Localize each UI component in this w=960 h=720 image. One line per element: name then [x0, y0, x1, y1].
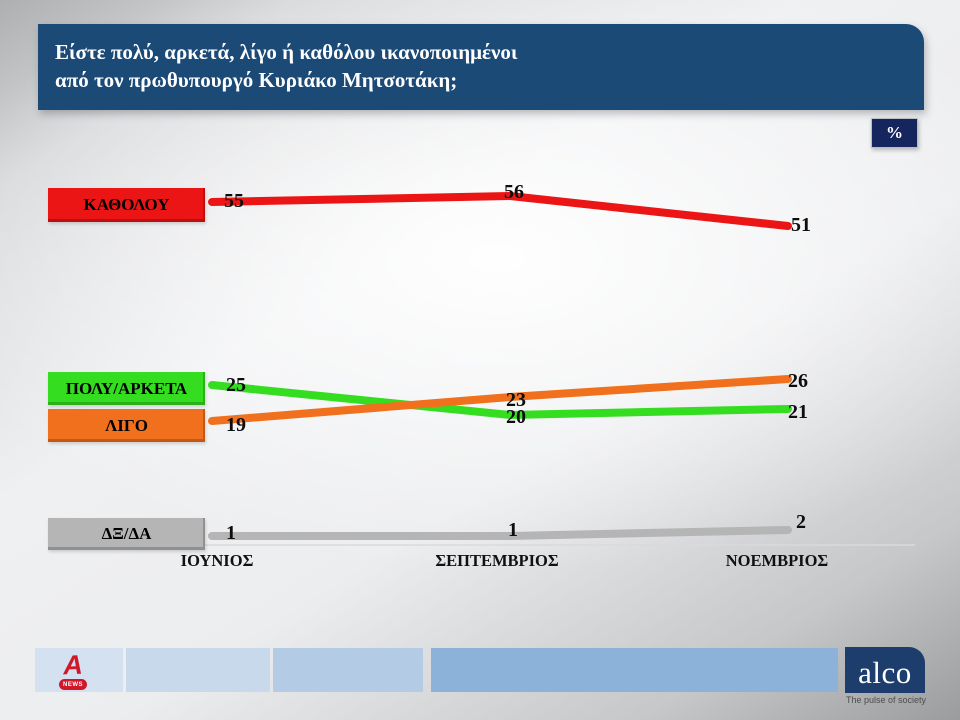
question-title-line1: Είστε πολύ, αρκετά, λίγο ή καθόλου ικανο…: [55, 40, 518, 64]
month-label-november: ΝΟΕΜΒΡΙΟΣ: [725, 551, 829, 570]
value-label: 1: [226, 522, 236, 544]
series-line-2: [208, 375, 792, 425]
series-label-ligo: ΛΙΓΟ: [48, 409, 205, 442]
value-label: 56: [504, 181, 524, 203]
series-line-0: [208, 192, 792, 230]
value-label: 26: [788, 370, 808, 392]
value-label: 2: [796, 511, 806, 533]
value-label: 21: [788, 401, 808, 423]
footer-bar-segment: [126, 648, 270, 692]
series-line-3: [208, 526, 792, 540]
question-title-bar: Είστε πολύ, αρκετά, λίγο ή καθόλου ικανο…: [38, 24, 924, 110]
footer-bar-segment: [273, 648, 423, 692]
alco-tagline: The pulse of society: [845, 695, 927, 705]
value-label: 25: [226, 374, 246, 396]
footer-bar-segment: [431, 648, 838, 692]
series-label-poly-arketa: ΠΟΛΥ/ΑΡΚΕΤΑ: [48, 372, 205, 405]
value-label: 51: [791, 214, 811, 236]
value-label: 55: [224, 190, 244, 212]
series-line-1: [208, 381, 792, 419]
month-label-june: ΙΟΥΝΙΟΣ: [180, 551, 254, 570]
series-label-dx-da: ΔΞ/ΔΑ: [48, 518, 205, 550]
percent-unit-badge: %: [871, 118, 918, 148]
alpha-news-badge: NEWS: [59, 679, 87, 690]
value-label: 19: [226, 414, 246, 436]
month-label-september: ΣΕΠΤΕΜΒΡΙΟΣ: [435, 551, 559, 570]
value-label: 1: [508, 519, 518, 541]
alpha-a-icon: A: [62, 649, 84, 681]
series-label-katholou: ΚΑΘΟΛΟΥ: [48, 188, 205, 222]
value-label: 23: [506, 389, 526, 411]
question-title-line2: από τον πρωθυπουργό Κυριάκο Μητσοτάκη;: [55, 68, 458, 92]
alco-logo: alco: [845, 647, 925, 693]
value-label: 20: [506, 406, 526, 428]
